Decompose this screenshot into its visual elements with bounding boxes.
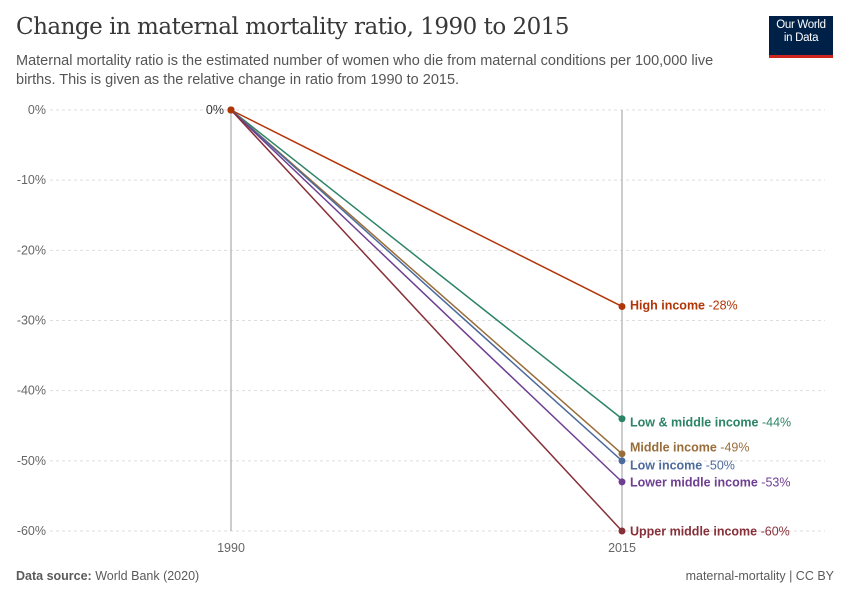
end-point: [618, 527, 626, 535]
end-point: [618, 302, 626, 310]
series-label: Middle income -49%: [630, 441, 749, 455]
series-line: [230, 109, 623, 308]
series-name: Low & middle income: [630, 416, 759, 430]
y-tick-label: 0%: [28, 103, 46, 117]
series-name: Lower middle income: [630, 476, 758, 490]
y-tick-label: -50%: [17, 454, 46, 468]
series-value: -53%: [758, 476, 791, 490]
series-value: -50%: [702, 459, 735, 473]
end-point: [618, 457, 626, 465]
x-tick-label: 1990: [217, 541, 245, 555]
series-label: Lower middle income -53%: [630, 476, 790, 490]
y-tick-label: -60%: [17, 524, 46, 538]
series-line: [230, 109, 623, 483]
data-source: Data source: World Bank (2020): [16, 569, 199, 583]
logo-line-2: in Data: [783, 32, 819, 44]
series-name: High income: [630, 299, 705, 313]
logo-line-1: Our World: [776, 19, 826, 31]
end-point: [618, 478, 626, 486]
series-name: Low income: [630, 459, 702, 473]
series-name: Middle income: [630, 441, 717, 455]
series-value: -49%: [717, 441, 750, 455]
start-value-label: 0%: [206, 103, 224, 117]
data-source-label: Data source:: [16, 569, 92, 583]
series-line: [230, 109, 623, 420]
start-point: [227, 106, 235, 114]
series-value: -60%: [757, 525, 790, 539]
data-source-link[interactable]: World Bank (2020): [95, 569, 200, 583]
y-tick-label: -30%: [17, 314, 46, 328]
series-line: [230, 109, 623, 455]
series-label: Low & middle income -44%: [630, 416, 791, 430]
series-name: Upper middle income: [630, 525, 757, 539]
chart-title: Change in maternal mortality ratio, 1990…: [16, 14, 570, 40]
series-line: [230, 109, 623, 532]
end-point: [618, 415, 626, 423]
y-tick-label: -20%: [17, 243, 46, 257]
owid-logo[interactable]: Our World in Data: [769, 16, 833, 58]
y-tick-label: -10%: [17, 173, 46, 187]
series-value: -28%: [705, 299, 738, 313]
series-label: Low income -50%: [630, 459, 735, 473]
end-point: [618, 450, 626, 458]
series-value: -44%: [759, 416, 792, 430]
chart-subtitle: Maternal mortality ratio is the estimate…: [16, 53, 714, 88]
y-tick-label: -40%: [17, 384, 46, 398]
series-label: High income -28%: [630, 299, 738, 313]
footer-license[interactable]: maternal-mortality | CC BY: [685, 569, 834, 583]
series-line: [230, 109, 623, 462]
x-tick-label: 2015: [608, 541, 636, 555]
series-label: Upper middle income -60%: [630, 525, 790, 539]
